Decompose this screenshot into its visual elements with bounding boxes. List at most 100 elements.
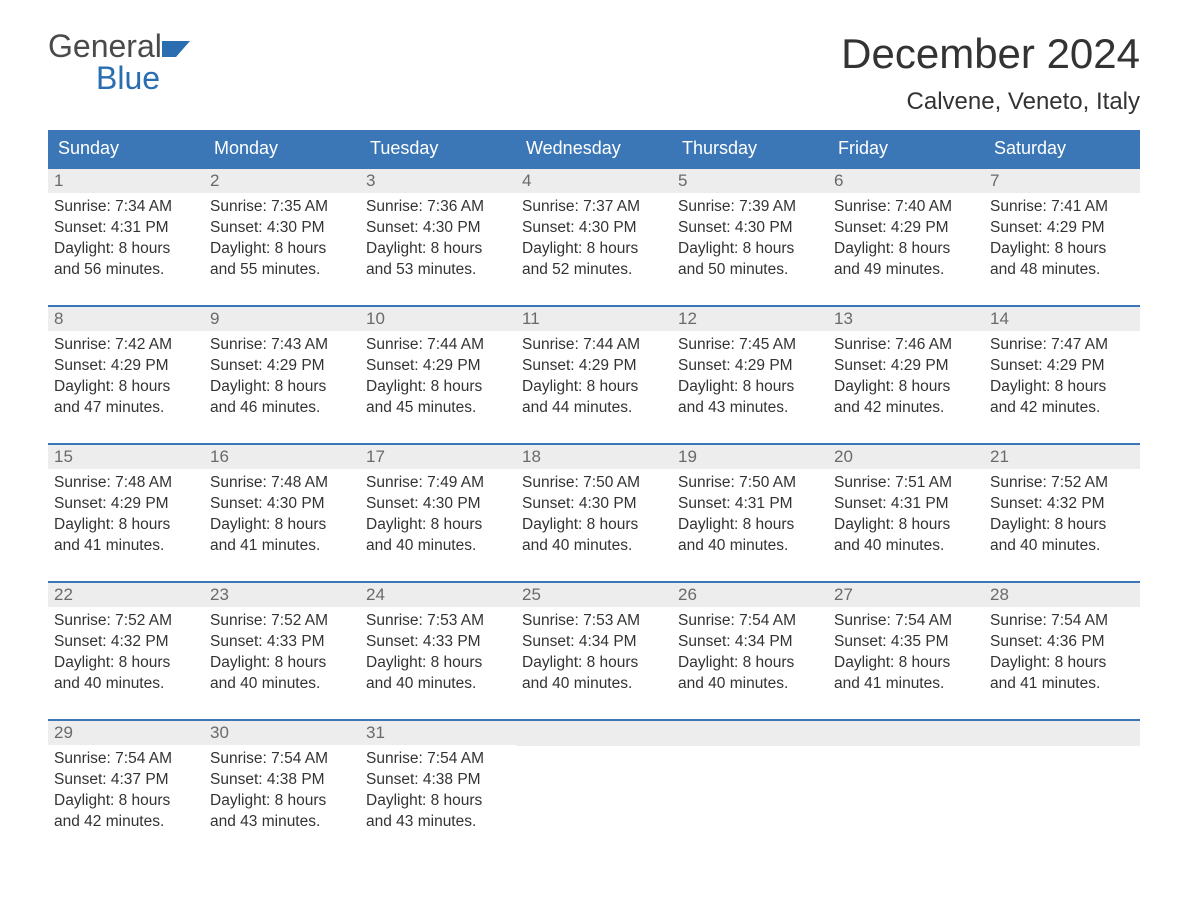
day-daylight1: Daylight: 8 hours [54,653,198,674]
empty-day-cell [828,721,984,841]
empty-day-number [828,721,984,746]
day-body: Sunrise: 7:45 AMSunset: 4:29 PMDaylight:… [672,331,828,423]
brand-logo: General Blue [48,30,190,94]
day-sunrise: Sunrise: 7:48 AM [54,473,198,494]
day-number: 14 [984,307,1140,331]
day-daylight2: and 40 minutes. [678,536,822,557]
empty-day-number [984,721,1140,746]
day-body: Sunrise: 7:43 AMSunset: 4:29 PMDaylight:… [204,331,360,423]
day-body: Sunrise: 7:37 AMSunset: 4:30 PMDaylight:… [516,193,672,285]
day-cell: 24Sunrise: 7:53 AMSunset: 4:33 PMDayligh… [360,583,516,703]
day-sunrise: Sunrise: 7:40 AM [834,197,978,218]
day-daylight2: and 43 minutes. [366,812,510,833]
day-cell: 29Sunrise: 7:54 AMSunset: 4:37 PMDayligh… [48,721,204,841]
day-number: 21 [984,445,1140,469]
day-sunrise: Sunrise: 7:52 AM [210,611,354,632]
weekday-header-row: Sunday Monday Tuesday Wednesday Thursday… [48,130,1140,167]
day-body: Sunrise: 7:36 AMSunset: 4:30 PMDaylight:… [360,193,516,285]
day-cell: 3Sunrise: 7:36 AMSunset: 4:30 PMDaylight… [360,169,516,289]
day-sunset: Sunset: 4:35 PM [834,632,978,653]
day-body: Sunrise: 7:54 AMSunset: 4:35 PMDaylight:… [828,607,984,699]
day-sunset: Sunset: 4:33 PM [366,632,510,653]
day-number: 1 [48,169,204,193]
day-sunrise: Sunrise: 7:43 AM [210,335,354,356]
day-number: 22 [48,583,204,607]
day-body: Sunrise: 7:52 AMSunset: 4:32 PMDaylight:… [984,469,1140,561]
day-body: Sunrise: 7:50 AMSunset: 4:31 PMDaylight:… [672,469,828,561]
week-row: 29Sunrise: 7:54 AMSunset: 4:37 PMDayligh… [48,719,1140,841]
empty-day-cell [516,721,672,841]
day-sunrise: Sunrise: 7:53 AM [522,611,666,632]
weekday-header: Tuesday [360,130,516,167]
day-number: 3 [360,169,516,193]
day-daylight2: and 40 minutes. [54,674,198,695]
day-number: 27 [828,583,984,607]
day-sunrise: Sunrise: 7:45 AM [678,335,822,356]
day-daylight1: Daylight: 8 hours [210,791,354,812]
day-sunset: Sunset: 4:29 PM [834,218,978,239]
day-sunset: Sunset: 4:38 PM [210,770,354,791]
day-sunset: Sunset: 4:29 PM [210,356,354,377]
weekday-header: Monday [204,130,360,167]
day-body: Sunrise: 7:53 AMSunset: 4:33 PMDaylight:… [360,607,516,699]
day-daylight1: Daylight: 8 hours [834,239,978,260]
logo-text-general: General [48,28,162,64]
day-body: Sunrise: 7:51 AMSunset: 4:31 PMDaylight:… [828,469,984,561]
day-cell: 17Sunrise: 7:49 AMSunset: 4:30 PMDayligh… [360,445,516,565]
day-sunset: Sunset: 4:33 PM [210,632,354,653]
day-number: 8 [48,307,204,331]
day-daylight1: Daylight: 8 hours [522,515,666,536]
day-daylight1: Daylight: 8 hours [210,515,354,536]
day-number: 25 [516,583,672,607]
day-daylight1: Daylight: 8 hours [678,239,822,260]
day-sunrise: Sunrise: 7:48 AM [210,473,354,494]
day-number: 10 [360,307,516,331]
day-sunset: Sunset: 4:29 PM [522,356,666,377]
day-sunrise: Sunrise: 7:36 AM [366,197,510,218]
day-daylight1: Daylight: 8 hours [834,653,978,674]
day-sunset: Sunset: 4:29 PM [834,356,978,377]
day-daylight2: and 40 minutes. [366,536,510,557]
day-cell: 22Sunrise: 7:52 AMSunset: 4:32 PMDayligh… [48,583,204,703]
day-cell: 13Sunrise: 7:46 AMSunset: 4:29 PMDayligh… [828,307,984,427]
day-number: 28 [984,583,1140,607]
day-sunrise: Sunrise: 7:49 AM [366,473,510,494]
day-body: Sunrise: 7:50 AMSunset: 4:30 PMDaylight:… [516,469,672,561]
day-body: Sunrise: 7:52 AMSunset: 4:33 PMDaylight:… [204,607,360,699]
day-body: Sunrise: 7:54 AMSunset: 4:36 PMDaylight:… [984,607,1140,699]
day-number: 26 [672,583,828,607]
weekday-header: Thursday [672,130,828,167]
day-daylight2: and 50 minutes. [678,260,822,281]
day-daylight2: and 52 minutes. [522,260,666,281]
day-cell: 31Sunrise: 7:54 AMSunset: 4:38 PMDayligh… [360,721,516,841]
day-daylight1: Daylight: 8 hours [522,377,666,398]
day-daylight2: and 55 minutes. [210,260,354,281]
weekday-header: Friday [828,130,984,167]
day-daylight2: and 43 minutes. [678,398,822,419]
day-sunset: Sunset: 4:30 PM [210,218,354,239]
page-header: General Blue December 2024 Calvene, Vene… [48,30,1140,116]
day-daylight2: and 40 minutes. [522,674,666,695]
day-sunrise: Sunrise: 7:35 AM [210,197,354,218]
day-cell: 7Sunrise: 7:41 AMSunset: 4:29 PMDaylight… [984,169,1140,289]
day-number: 23 [204,583,360,607]
day-daylight1: Daylight: 8 hours [366,515,510,536]
day-sunset: Sunset: 4:34 PM [522,632,666,653]
day-sunset: Sunset: 4:29 PM [990,356,1134,377]
day-daylight2: and 40 minutes. [678,674,822,695]
empty-day-cell [984,721,1140,841]
day-daylight2: and 48 minutes. [990,260,1134,281]
day-daylight2: and 46 minutes. [210,398,354,419]
day-daylight2: and 41 minutes. [990,674,1134,695]
day-daylight1: Daylight: 8 hours [522,653,666,674]
week-row: 22Sunrise: 7:52 AMSunset: 4:32 PMDayligh… [48,581,1140,703]
day-sunset: Sunset: 4:30 PM [366,494,510,515]
day-sunset: Sunset: 4:36 PM [990,632,1134,653]
day-daylight1: Daylight: 8 hours [366,653,510,674]
day-daylight1: Daylight: 8 hours [522,239,666,260]
day-body: Sunrise: 7:54 AMSunset: 4:37 PMDaylight:… [48,745,204,837]
day-cell: 18Sunrise: 7:50 AMSunset: 4:30 PMDayligh… [516,445,672,565]
day-sunset: Sunset: 4:31 PM [678,494,822,515]
day-sunset: Sunset: 4:30 PM [366,218,510,239]
day-daylight2: and 53 minutes. [366,260,510,281]
